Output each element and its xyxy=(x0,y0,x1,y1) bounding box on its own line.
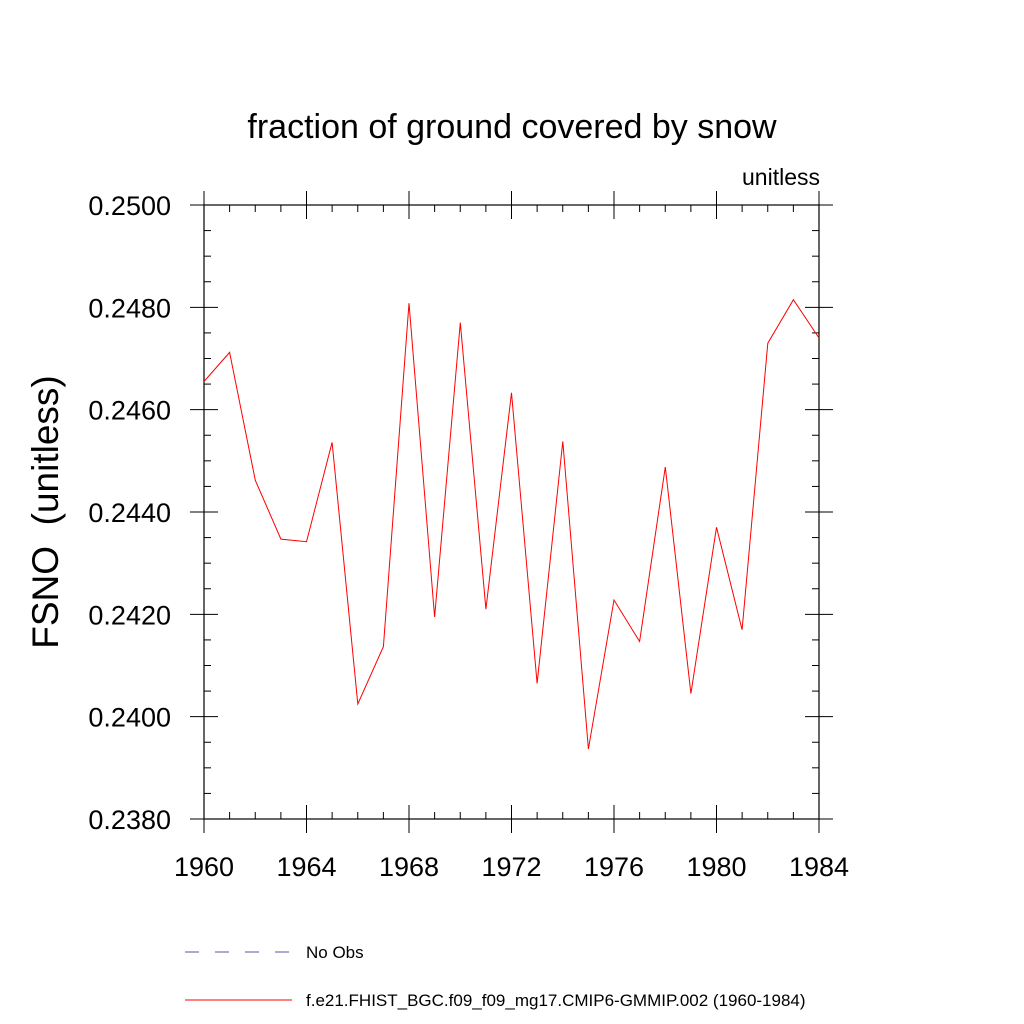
y-tick-label: 0.2420 xyxy=(88,600,171,630)
x-tick-label: 1972 xyxy=(481,852,541,882)
x-tick-label: 1976 xyxy=(584,852,644,882)
x-tick-label: 1960 xyxy=(174,852,234,882)
chart-title: fraction of ground covered by snow xyxy=(247,108,777,146)
y-tick-label: 0.2380 xyxy=(88,805,171,835)
legend: No Obs f.e21.FHIST_BGC.f09_f09_mg17.CMIP… xyxy=(185,943,806,1010)
series-line xyxy=(203,298,820,749)
y-tick-label: 0.2480 xyxy=(88,293,171,323)
y-tick-label: 0.2440 xyxy=(88,498,171,528)
x-tick-label: 1980 xyxy=(686,852,746,882)
legend-label-model: f.e21.FHIST_BGC.f09_f09_mg17.CMIP6-GMMIP… xyxy=(306,991,806,1010)
legend-label-no-obs: No Obs xyxy=(306,943,364,962)
y-tick-label: 0.2400 xyxy=(88,703,171,733)
x-tick-label: 1964 xyxy=(276,852,336,882)
series-layer xyxy=(203,298,820,749)
plot-frame xyxy=(203,204,820,820)
y-tick-label: 0.2500 xyxy=(88,191,171,221)
axis-ticks xyxy=(190,191,833,833)
x-tick-label: 1968 xyxy=(379,852,439,882)
axis-tick-labels: 1960 1964 1968 1972 1976 1980 1984 0.2380 0.2400… xyxy=(88,191,849,882)
x-tick-label: 1984 xyxy=(789,852,849,882)
y-tick-label: 0.2460 xyxy=(88,396,171,426)
y-axis-label: FSNO (unitless) xyxy=(25,375,66,648)
units-label: unitless xyxy=(742,164,820,190)
